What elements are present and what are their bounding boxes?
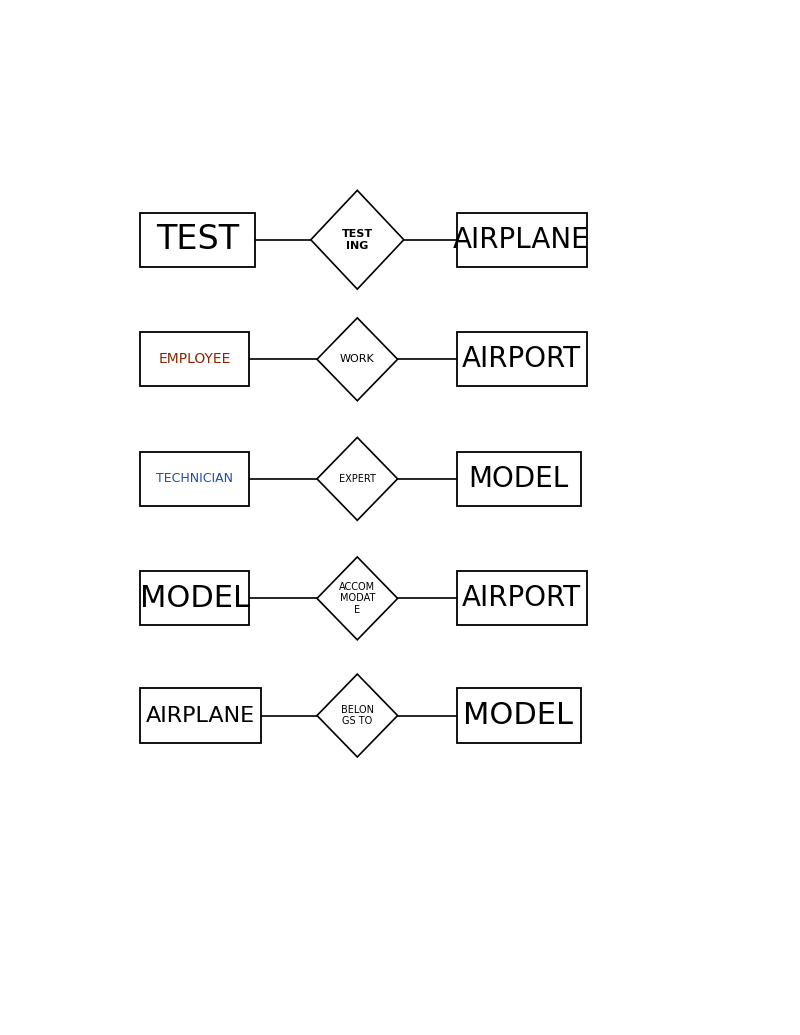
Text: TEST: TEST — [156, 224, 239, 257]
FancyBboxPatch shape — [140, 451, 249, 506]
FancyBboxPatch shape — [140, 212, 255, 267]
Text: AIRPLANE: AIRPLANE — [454, 226, 590, 254]
Text: EXPERT: EXPERT — [339, 474, 376, 483]
Text: AIRPLANE: AIRPLANE — [146, 706, 255, 726]
Polygon shape — [317, 557, 398, 640]
Text: MODEL: MODEL — [468, 465, 569, 493]
Text: TECHNICIAN: TECHNICIAN — [156, 472, 233, 485]
Text: WORK: WORK — [340, 354, 374, 364]
Text: TEST
ING: TEST ING — [342, 229, 373, 250]
FancyBboxPatch shape — [457, 332, 586, 386]
Text: AIRPORT: AIRPORT — [462, 585, 581, 613]
Text: AIRPORT: AIRPORT — [462, 346, 581, 374]
Polygon shape — [317, 674, 398, 757]
FancyBboxPatch shape — [457, 571, 586, 625]
Polygon shape — [310, 190, 404, 289]
FancyBboxPatch shape — [457, 688, 581, 743]
Text: ACCOM
MODAT
E: ACCOM MODAT E — [339, 582, 375, 615]
FancyBboxPatch shape — [140, 332, 249, 386]
Text: MODEL: MODEL — [139, 584, 250, 613]
Text: EMPLOYEE: EMPLOYEE — [158, 352, 230, 366]
Polygon shape — [317, 318, 398, 401]
FancyBboxPatch shape — [140, 571, 249, 625]
Text: MODEL: MODEL — [463, 701, 574, 730]
Polygon shape — [317, 438, 398, 521]
FancyBboxPatch shape — [140, 688, 262, 743]
FancyBboxPatch shape — [457, 451, 581, 506]
FancyBboxPatch shape — [457, 212, 586, 267]
Text: BELON
GS TO: BELON GS TO — [341, 705, 374, 727]
